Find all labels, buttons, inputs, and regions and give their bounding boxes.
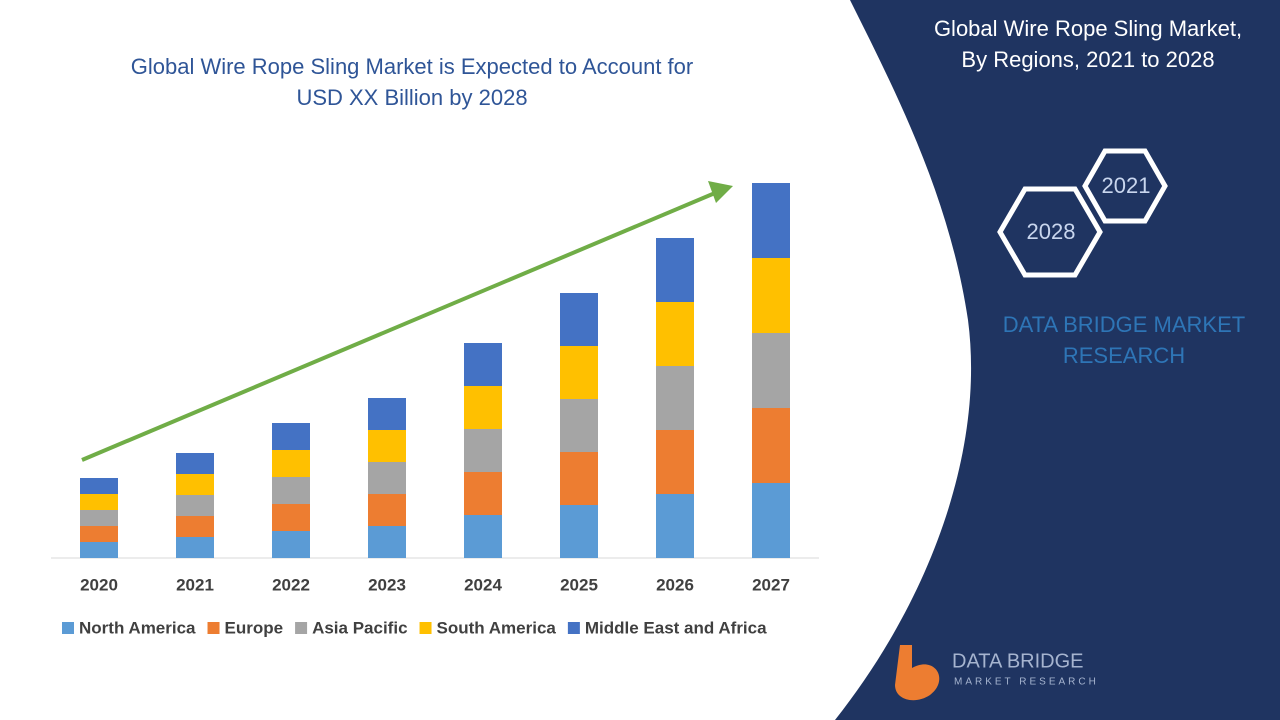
- bar-segment: [752, 483, 790, 558]
- bar-segment: [464, 429, 502, 472]
- bar-segment: [752, 258, 790, 333]
- hexagon-label: 2021: [1102, 173, 1151, 198]
- bar-segment: [464, 386, 502, 429]
- legend-swatch: [207, 622, 220, 634]
- bar-segment: [176, 495, 214, 516]
- bar-segment: [560, 505, 598, 558]
- chart-title: Global Wire Rope Sling Market is Expecte…: [131, 54, 693, 79]
- x-tick-label: 2027: [752, 575, 790, 594]
- legend-label: North America: [79, 618, 196, 637]
- legend-swatch: [419, 622, 432, 634]
- bar-segment: [368, 430, 406, 462]
- bar-segment: [80, 478, 118, 494]
- trend-arrow: [81, 191, 716, 462]
- legend-swatch: [567, 622, 580, 634]
- bar-segment: [80, 542, 118, 558]
- bar-segment: [560, 346, 598, 399]
- legend-label: Asia Pacific: [312, 618, 407, 637]
- bar-segment: [80, 510, 118, 526]
- bar-segment: [464, 343, 502, 386]
- bar-segment: [368, 526, 406, 558]
- hexagon: [1082, 148, 1168, 224]
- logo: DATA BRIDGE MARKET RESEARCH: [895, 645, 1099, 701]
- bar-segment: [272, 531, 310, 558]
- panel-title: Global Wire Rope Sling Market,: [934, 16, 1242, 41]
- x-tick-label: 2026: [656, 575, 694, 594]
- legend-swatch: [295, 622, 308, 634]
- bar-segment: [80, 494, 118, 510]
- legend-label: Europe: [225, 618, 284, 637]
- bar-segment: [176, 474, 214, 495]
- logo-mark: [895, 645, 940, 701]
- bar-segment: [368, 462, 406, 494]
- bar-segment: [752, 408, 790, 483]
- x-tick-label: 2021: [176, 575, 214, 594]
- bar-segment: [272, 423, 310, 450]
- bar-segment: [560, 293, 598, 346]
- bar-segment: [656, 238, 694, 302]
- x-tick-label: 2024: [464, 575, 502, 594]
- chart-title: USD XX Billion by 2028: [296, 85, 527, 110]
- bar-segment: [656, 430, 694, 494]
- bar-segment: [656, 494, 694, 558]
- trend-arrow-head: [708, 181, 733, 203]
- bar-segment: [368, 398, 406, 430]
- panel-title: By Regions, 2021 to 2028: [961, 47, 1214, 72]
- bar-segment: [752, 333, 790, 408]
- x-tick-label: 2020: [80, 575, 118, 594]
- x-tick-label: 2022: [272, 575, 310, 594]
- bar-segment: [656, 366, 694, 430]
- legend-label: Middle East and Africa: [585, 618, 767, 637]
- bar-segment: [176, 537, 214, 558]
- bar-segment: [368, 494, 406, 526]
- legend-swatch: [62, 622, 74, 634]
- bar-segment: [464, 515, 502, 558]
- bar-segment: [560, 452, 598, 505]
- x-tick-label: 2025: [560, 575, 598, 594]
- bar-segment: [176, 453, 214, 474]
- plot: 2020 2021 2022 2023 2024 2025 2026 2027 North Am…: [51, 183, 819, 637]
- hexagon-label: 2028: [1027, 219, 1076, 244]
- brand-text: DATA BRIDGE MARKET: [1003, 312, 1245, 337]
- logo-text: DATA BRIDGE: [952, 650, 1084, 672]
- bar-segment: [176, 516, 214, 537]
- bar-segment: [272, 477, 310, 504]
- brand-text: RESEARCH: [1063, 343, 1185, 368]
- bar-segment: [752, 183, 790, 258]
- bar-segment: [272, 504, 310, 531]
- side-panel: [835, 0, 1280, 720]
- legend-label: South America: [437, 618, 557, 637]
- bar-segment: [272, 450, 310, 477]
- bar-segment: [560, 399, 598, 452]
- bar-segment: [80, 526, 118, 542]
- logo-text: MARKET RESEARCH: [954, 677, 1099, 688]
- bar-segment: [464, 472, 502, 515]
- x-tick-label: 2023: [368, 575, 406, 594]
- bar-segment: [656, 302, 694, 366]
- hexagon: [997, 186, 1103, 278]
